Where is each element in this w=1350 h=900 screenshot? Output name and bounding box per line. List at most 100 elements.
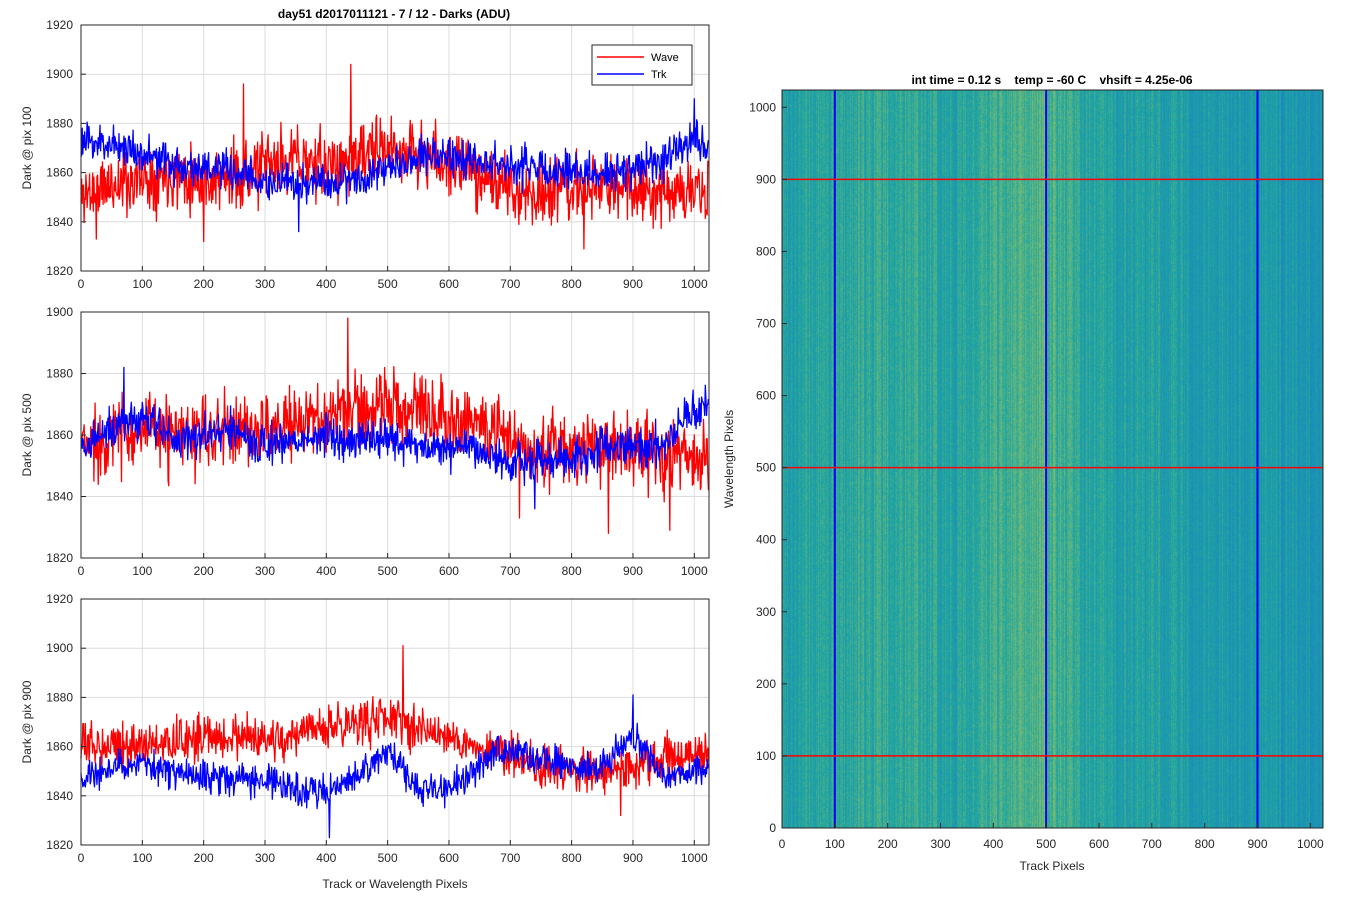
x-tick-label: 500	[378, 851, 398, 865]
y-tick-label: 1880	[46, 367, 73, 381]
y-tick-label: 500	[756, 461, 776, 475]
subplot-dark-pix-100: 0 100 200 300 400 500 600 700 800 900 1000 1820 1840…	[20, 18, 710, 291]
y-tick-label: 200	[756, 677, 776, 691]
y-axis-label: Dark @ pix 100	[20, 106, 34, 189]
y-tick-label: 1900	[46, 305, 73, 319]
x-tick-label: 300	[255, 564, 275, 578]
y-tick-label: 1000	[749, 100, 776, 114]
x-tick-label: 400	[316, 564, 336, 578]
x-tick-label: 0	[78, 851, 85, 865]
x-tick-label: 300	[255, 851, 275, 865]
axis-ticks: 0 100 200 300 400 500 600 700 800 900 1000 1820 1840…	[46, 18, 708, 291]
x-tick-label: 0	[779, 837, 786, 851]
y-tick-label: 1860	[46, 166, 73, 180]
x-tick-label: 0	[78, 564, 85, 578]
x-tick-label: 500	[378, 277, 398, 291]
x-tick-label: 800	[1195, 837, 1215, 851]
y-tick-label: 600	[756, 389, 776, 403]
y-axis-label: Wavelength Pixels	[722, 410, 736, 508]
subplot-dark-pix-900: 0 100 200 300 400 500 600 700 800 900 1000 1820 1840…	[20, 592, 710, 891]
x-tick-label: 100	[132, 277, 152, 291]
x-tick-label: 200	[194, 851, 214, 865]
x-tick-label: 700	[1142, 837, 1162, 851]
x-tick-label: 900	[1247, 837, 1267, 851]
y-tick-label: 1860	[46, 428, 73, 442]
legend-label-wave: Wave	[651, 52, 679, 64]
x-tick-label: 500	[1036, 837, 1056, 851]
x-tick-label: 300	[930, 837, 950, 851]
y-tick-label: 1840	[46, 490, 73, 504]
y-tick-label: 100	[756, 749, 776, 763]
x-tick-label: 100	[132, 564, 152, 578]
x-tick-label: 600	[439, 564, 459, 578]
series-lines	[80, 645, 710, 839]
x-tick-label: 600	[439, 277, 459, 291]
y-tick-label: 1900	[46, 641, 73, 655]
axis-ticks: 0 100 200 300 400 500 600 700 800 900 1000 1820 1840…	[46, 305, 708, 578]
x-tick-label: 700	[500, 564, 520, 578]
series-line-trk	[80, 98, 710, 233]
x-tick-label: 100	[132, 851, 152, 865]
x-tick-label: 800	[562, 851, 582, 865]
y-tick-label: 300	[756, 605, 776, 619]
x-tick-label: 200	[878, 837, 898, 851]
x-tick-label: 400	[983, 837, 1003, 851]
axis-ticks: 0 100 200 300 400 500 600 700 800 900 1000 1820 1840…	[46, 592, 708, 865]
x-tick-label: 300	[255, 277, 275, 291]
series-line-trk	[80, 366, 710, 510]
y-tick-label: 1820	[46, 551, 73, 565]
y-tick-label: 1820	[46, 838, 73, 852]
axes-frame	[781, 89, 1324, 829]
legend-label-trk: Trk	[651, 69, 667, 81]
x-tick-label: 900	[623, 277, 643, 291]
heatmap-canvas	[782, 90, 1323, 828]
axes-frame	[80, 598, 710, 846]
heatmap-title: int time = 0.12 s temp = -60 C vhsift = …	[911, 73, 1192, 87]
series-lines	[80, 63, 710, 250]
x-tick-label: 1000	[681, 277, 708, 291]
x-tick-label: 1000	[681, 851, 708, 865]
x-tick-label: 900	[623, 851, 643, 865]
x-tick-label: 100	[825, 837, 845, 851]
x-tick-label: 200	[194, 564, 214, 578]
y-tick-label: 1860	[46, 740, 73, 754]
y-axis-label: Dark @ pix 900	[20, 680, 34, 763]
y-tick-label: 1840	[46, 215, 73, 229]
series-lines	[80, 317, 710, 535]
y-tick-label: 0	[769, 821, 776, 835]
x-tick-label: 900	[623, 564, 643, 578]
y-tick-label: 400	[756, 533, 776, 547]
x-tick-label: 400	[316, 277, 336, 291]
subplot-dark-frame-image: int time = 0.12 s temp = -60 C vhsift = …	[722, 73, 1324, 873]
y-tick-label: 1920	[46, 592, 73, 606]
x-tick-label: 1000	[681, 564, 708, 578]
x-tick-label: 800	[562, 564, 582, 578]
x-tick-label: 800	[562, 277, 582, 291]
legend: Wave Trk	[591, 44, 693, 86]
x-tick-label: 400	[316, 851, 336, 865]
x-tick-label: 600	[439, 851, 459, 865]
y-tick-label: 1820	[46, 264, 73, 278]
figure-title: day51 d2017011121 - 7 / 12 - Darks (ADU)	[278, 7, 510, 21]
subplot-dark-pix-500: 0 100 200 300 400 500 600 700 800 900 1000 1820 1840…	[20, 305, 710, 578]
heatmap-image	[782, 90, 1323, 828]
series-line-trk	[80, 694, 710, 839]
y-tick-label: 1840	[46, 789, 73, 803]
x-axis-label: Track or Wavelength Pixels	[322, 877, 467, 891]
axis-ticks: 0 100 200 300 400 500 600 700 800 900 1000 0 100 200 3…	[749, 100, 1324, 851]
x-tick-label: 500	[378, 564, 398, 578]
y-tick-label: 700	[756, 317, 776, 331]
legend-box	[591, 44, 693, 86]
series-line-wave	[80, 645, 710, 817]
y-tick-label: 1880	[46, 690, 73, 704]
y-tick-label: 1900	[46, 67, 73, 81]
y-tick-label: 1920	[46, 18, 73, 32]
axes-frame	[80, 24, 710, 272]
y-axis-label: Dark @ pix 500	[20, 393, 34, 476]
x-tick-label: 600	[1089, 837, 1109, 851]
x-tick-label: 0	[78, 277, 85, 291]
y-tick-label: 800	[756, 244, 776, 258]
y-tick-label: 1880	[46, 116, 73, 130]
x-tick-label: 700	[500, 277, 520, 291]
